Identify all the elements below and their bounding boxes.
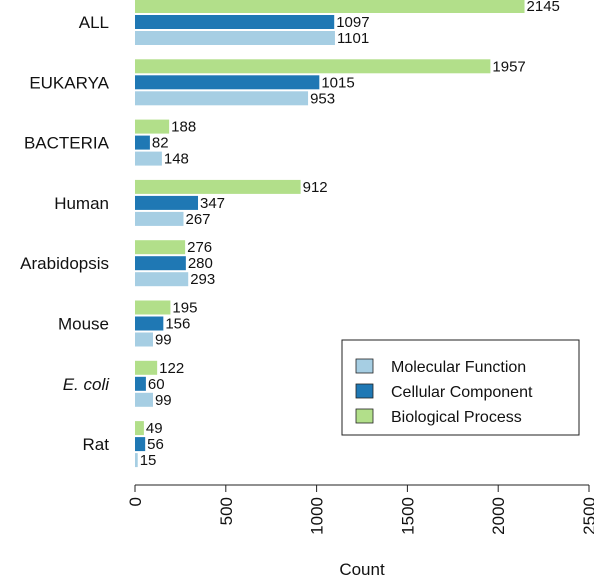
category-label-eukarya: EUKARYA xyxy=(29,73,109,92)
legend-label-cellular-component: Cellular Component xyxy=(391,384,533,401)
bar-mouse-molecular-function xyxy=(135,332,153,347)
value-label-all-biological-process: 2145 xyxy=(527,0,560,15)
bar-all-biological-process xyxy=(135,0,525,13)
category-label-all: ALL xyxy=(79,13,109,32)
legend-swatch-cellular-component xyxy=(355,383,374,399)
legend-swatch-molecular-function xyxy=(355,358,374,374)
legend: Molecular Function Cellular Component Biol… xyxy=(341,339,580,436)
value-label-human-biological-process: 912 xyxy=(303,179,328,196)
bar-rat-molecular-function xyxy=(135,453,138,468)
category-label-mouse: Mouse xyxy=(58,315,109,334)
category-labels-layer: ALL EUKARYA BACTERIA Human Arabidopsis Mouse E… xyxy=(20,13,110,454)
value-label-e-coli-biological-process: 122 xyxy=(159,360,184,377)
bar-mouse-biological-process xyxy=(135,300,171,315)
x-tick-label-0: 0 xyxy=(126,497,145,506)
x-tick-label-2500: 2500 xyxy=(580,497,594,535)
bar-human-molecular-function xyxy=(135,211,184,226)
bar-e-coli-biological-process xyxy=(135,360,158,375)
value-label-mouse-molecular-function: 99 xyxy=(155,332,172,349)
bar-arabidopsis-biological-process xyxy=(135,240,186,255)
bar-e-coli-cellular-component xyxy=(135,376,146,391)
value-label-arabidopsis-cellular-component: 280 xyxy=(188,255,213,272)
value-label-all-cellular-component: 1097 xyxy=(336,14,369,31)
value-label-arabidopsis-molecular-function: 293 xyxy=(190,271,215,288)
bar-eukarya-biological-process xyxy=(135,59,491,74)
bar-bacteria-molecular-function xyxy=(135,151,162,166)
value-label-bacteria-molecular-function: 148 xyxy=(164,151,189,168)
x-axis: 0 500 1000 1500 2000 2500 xyxy=(126,484,594,535)
bar-human-cellular-component xyxy=(135,195,199,210)
category-label-arabidopsis: Arabidopsis xyxy=(20,254,109,273)
legend-box xyxy=(341,339,580,436)
x-tick-label-2000: 2000 xyxy=(489,497,508,535)
bar-bacteria-cellular-component xyxy=(135,135,150,150)
value-label-bacteria-biological-process: 188 xyxy=(171,119,196,136)
value-label-mouse-cellular-component: 156 xyxy=(165,316,190,333)
value-label-all-molecular-function: 1101 xyxy=(337,30,369,47)
category-label-rat: Rat xyxy=(83,435,110,454)
bar-all-molecular-function xyxy=(135,31,335,45)
bar-all-cellular-component xyxy=(135,15,335,29)
bars-layer xyxy=(135,0,525,468)
value-label-eukarya-molecular-function: 953 xyxy=(310,90,335,107)
value-label-mouse-biological-process: 195 xyxy=(172,300,197,317)
bar-arabidopsis-molecular-function xyxy=(135,272,189,287)
bar-e-coli-molecular-function xyxy=(135,392,153,407)
value-label-rat-cellular-component: 56 xyxy=(147,436,164,453)
legend-label-biological-process: Biological Process xyxy=(391,409,522,426)
x-axis-label: Count xyxy=(339,560,385,579)
value-label-e-coli-cellular-component: 60 xyxy=(148,376,165,393)
x-tick-label-1000: 1000 xyxy=(308,497,327,535)
value-label-e-coli-molecular-function: 99 xyxy=(155,392,172,409)
bar-bacteria-biological-process xyxy=(135,119,170,134)
bar-eukarya-molecular-function xyxy=(135,91,309,106)
value-label-rat-biological-process: 49 xyxy=(146,420,163,437)
category-label-e-coli: E. coli xyxy=(63,375,111,394)
category-label-bacteria: BACTERIA xyxy=(24,134,110,153)
category-label-human: Human xyxy=(54,194,109,213)
bar-eukarya-cellular-component xyxy=(135,75,320,90)
bar-human-biological-process xyxy=(135,179,301,194)
value-label-eukarya-cellular-component: 1015 xyxy=(321,74,354,91)
value-label-human-cellular-component: 347 xyxy=(200,195,225,212)
legend-swatch-biological-process xyxy=(355,408,374,424)
value-label-eukarya-biological-process: 1957 xyxy=(492,58,525,75)
x-tick-label-1500: 1500 xyxy=(398,497,417,535)
value-label-human-molecular-function: 267 xyxy=(185,211,210,228)
value-label-bacteria-cellular-component: 82 xyxy=(152,135,169,152)
x-tick-label-500: 500 xyxy=(217,497,236,525)
bar-rat-cellular-component xyxy=(135,437,146,452)
value-label-rat-molecular-function: 15 xyxy=(140,452,157,469)
bar-arabidopsis-cellular-component xyxy=(135,256,186,271)
legend-label-molecular-function: Molecular Function xyxy=(391,359,526,376)
bar-mouse-cellular-component xyxy=(135,316,164,331)
value-label-arabidopsis-biological-process: 276 xyxy=(187,239,212,256)
bar-rat-biological-process xyxy=(135,421,144,436)
